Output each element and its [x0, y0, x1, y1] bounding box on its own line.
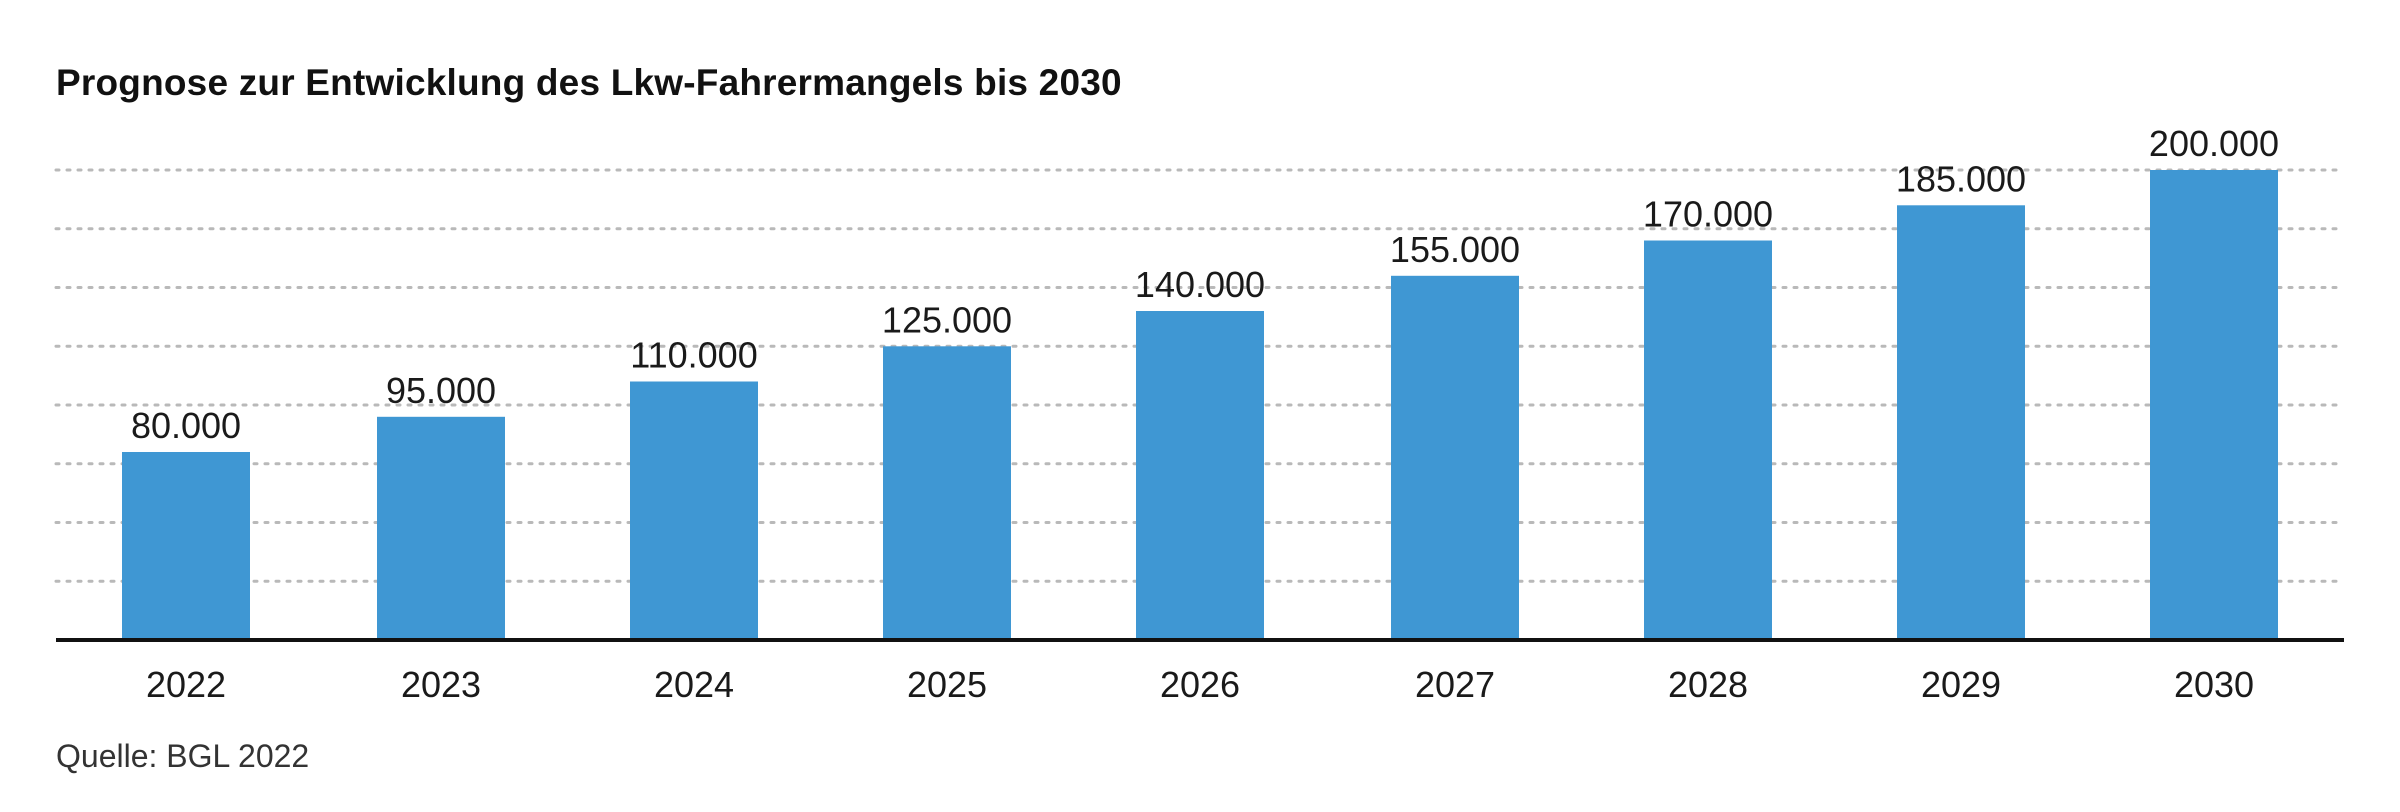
category-label-2030: 2030	[2174, 664, 2254, 705]
chart-title: Prognose zur Entwicklung des Lkw-Fahrerm…	[56, 62, 1122, 103]
value-label-2026: 140.000	[1135, 264, 1265, 305]
category-label-2022: 2022	[146, 664, 226, 705]
bar-2024	[630, 381, 758, 640]
bar-series	[122, 170, 2278, 641]
value-label-2023: 95.000	[386, 370, 496, 411]
bar-2029	[1897, 205, 2025, 641]
category-label-2023: 2023	[401, 664, 481, 705]
bar-2022	[122, 452, 250, 640]
bar-2025	[883, 346, 1011, 641]
bar-2027	[1391, 275, 1519, 641]
category-label-2024: 2024	[654, 664, 734, 705]
bar-2028	[1644, 240, 1772, 640]
category-label-2028: 2028	[1668, 664, 1748, 705]
bar-2030	[2150, 170, 2278, 640]
value-label-2024: 110.000	[630, 335, 757, 376]
category-label-2029: 2029	[1921, 664, 2001, 705]
value-label-2025: 125.000	[882, 299, 1012, 340]
value-label-2027: 155.000	[1390, 229, 1520, 270]
chart-source: Quelle: BGL 2022	[56, 738, 310, 774]
value-label-2029: 185.000	[1896, 158, 2026, 199]
value-label-2028: 170.000	[1643, 194, 1773, 235]
category-labels: 2022 2023 2024 2025 2026 2027 2028 2029 2030	[146, 664, 2254, 705]
category-label-2026: 2026	[1160, 664, 1240, 705]
value-labels: 80.000 95.000 110.000 125.000 140.000 155.000…	[131, 123, 2279, 446]
bar-2023	[377, 416, 505, 641]
value-label-2022: 80.000	[131, 405, 241, 446]
bar-2026	[1136, 311, 1264, 640]
value-label-2030: 200.000	[2149, 123, 2279, 164]
category-label-2027: 2027	[1415, 664, 1495, 705]
category-label-2025: 2025	[907, 664, 987, 705]
